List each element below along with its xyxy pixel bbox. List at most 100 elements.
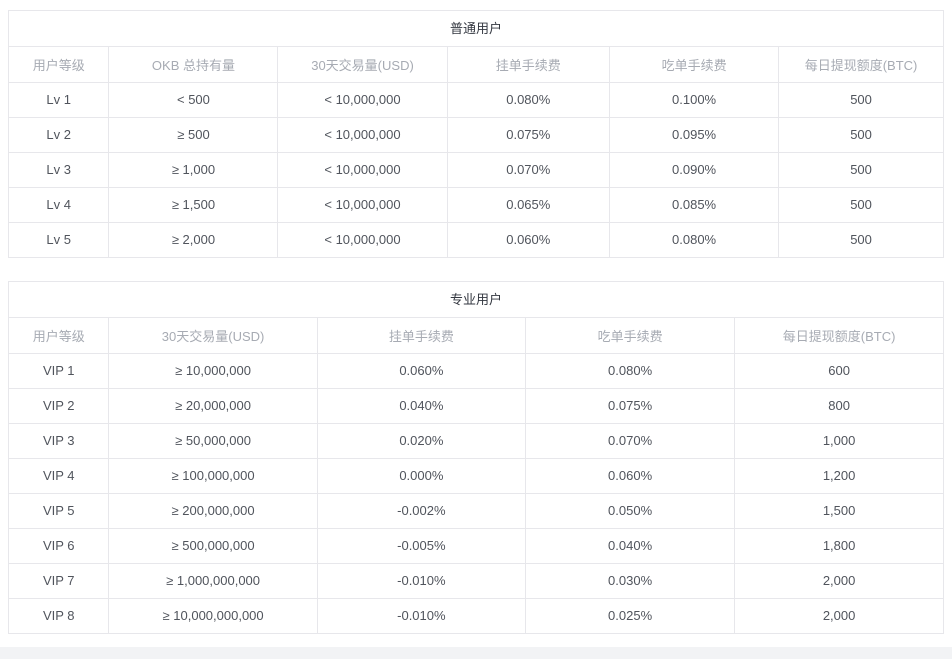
table-cell: -0.002%: [316, 492, 526, 528]
column-header: OKB 总持有量: [108, 47, 278, 82]
table-cell: 500: [778, 221, 943, 257]
table-title-normal-users: 普通用户: [9, 11, 943, 47]
table-cell: Lv 2: [9, 116, 109, 152]
table-cell: ≥ 2,000: [108, 221, 278, 257]
table-cell: ≥ 500: [108, 116, 278, 152]
table-cell: 0.040%: [524, 527, 735, 563]
table-cell: -0.005%: [316, 527, 526, 563]
table-row: VIP 5 ≥ 200,000,000 -0.002% 0.050% 1,500: [9, 492, 943, 528]
table-cell: VIP 4: [9, 457, 109, 493]
table-cell: ≥ 1,000: [108, 151, 278, 187]
table-cell: VIP 2: [9, 387, 109, 423]
normal-users-fee-table-section: 普通用户 用户等级 OKB 总持有量 30天交易量(USD) 挂单手续费 吃单手续费 每日…: [8, 10, 944, 258]
table-cell: 0.090%: [609, 151, 779, 187]
table-cell: ≥ 50,000,000: [108, 422, 318, 458]
table-cell: ≥ 500,000,000: [108, 527, 318, 563]
table-cell: < 500: [108, 81, 278, 117]
column-header: 30天交易量(USD): [277, 47, 448, 82]
table-cell: -0.010%: [316, 597, 526, 633]
table-cell: 500: [778, 116, 943, 152]
table-cell: 0.100%: [609, 81, 779, 117]
table-cell: ≥ 1,500: [108, 186, 278, 222]
table-row: VIP 6 ≥ 500,000,000 -0.005% 0.040% 1,800: [9, 527, 943, 563]
table-row: Lv 2 ≥ 500 < 10,000,000 0.075% 0.095% 500: [9, 116, 943, 152]
table-cell: ≥ 10,000,000: [108, 352, 318, 388]
table-cell: 500: [778, 151, 943, 187]
table-cell: Lv 3: [9, 151, 109, 187]
table-cell: 0.040%: [316, 387, 526, 423]
table-title-pro-users: 专业用户: [9, 282, 943, 318]
table-cell: 600: [734, 352, 943, 388]
table-cell: ≥ 20,000,000: [108, 387, 318, 423]
table-cell: < 10,000,000: [277, 186, 448, 222]
table-cell: 0.080%: [609, 221, 779, 257]
table-row: VIP 1 ≥ 10,000,000 0.060% 0.080% 600: [9, 352, 943, 388]
table-cell: Lv 4: [9, 186, 109, 222]
column-header: 30天交易量(USD): [108, 318, 318, 353]
table-cell: 0.030%: [524, 562, 735, 598]
table-cell: 1,000: [734, 422, 943, 458]
table-header-row: 用户等级 30天交易量(USD) 挂单手续费 吃单手续费 每日提现额度(BTC): [9, 318, 943, 353]
table-row: Lv 1 < 500 < 10,000,000 0.080% 0.100% 500: [9, 81, 943, 117]
column-header: 用户等级: [32, 57, 85, 73]
table-cell: 1,800: [734, 527, 943, 563]
table-cell: 0.075%: [524, 387, 735, 423]
table-row: Lv 3 ≥ 1,000 < 10,000,000 0.070% 0.090% 500: [9, 151, 943, 187]
table-cell: 0.075%: [446, 116, 610, 152]
column-header: 用户等级: [32, 328, 85, 344]
table-cell: 0.050%: [524, 492, 735, 528]
table-cell: 2,000: [734, 562, 943, 598]
column-header: 挂单手续费: [446, 47, 610, 82]
table-cell: Lv 5: [9, 221, 109, 257]
table-cell: 500: [778, 81, 943, 117]
table-cell: VIP 5: [9, 492, 109, 528]
table-cell: 500: [778, 186, 943, 222]
column-header: 每日提现额度(BTC): [734, 318, 943, 353]
table-cell: VIP 3: [9, 422, 109, 458]
table-cell: VIP 7: [9, 562, 109, 598]
table-cell: < 10,000,000: [277, 221, 448, 257]
table-header-row: 用户等级 OKB 总持有量 30天交易量(USD) 挂单手续费 吃单手续费 每日提现额度(…: [9, 47, 943, 82]
column-header: 每日提现额度(BTC): [778, 47, 943, 82]
table-cell: 0.060%: [316, 352, 526, 388]
normal-users-fee-table: 用户等级 OKB 总持有量 30天交易量(USD) 挂单手续费 吃单手续费 每日提现额度(…: [9, 47, 943, 257]
table-cell: ≥ 1,000,000,000: [108, 562, 318, 598]
pro-users-fee-table-section: 专业用户 用户等级 30天交易量(USD) 挂单手续费 吃单手续费 每日提现额度(BTC…: [8, 281, 944, 634]
table-row: Lv 5 ≥ 2,000 < 10,000,000 0.060% 0.080% 500: [9, 221, 943, 257]
table-cell: 0.060%: [446, 221, 610, 257]
page-bottom-strip: [0, 647, 952, 659]
table-cell: < 10,000,000: [277, 116, 448, 152]
column-header: 吃单手续费: [524, 318, 735, 353]
table-cell: 1,500: [734, 492, 943, 528]
table-cell: 800: [734, 387, 943, 423]
table-row: VIP 4 ≥ 100,000,000 0.000% 0.060% 1,200: [9, 457, 943, 493]
table-cell: 0.025%: [524, 597, 735, 633]
table-cell: VIP 6: [9, 527, 109, 563]
table-cell: < 10,000,000: [277, 151, 448, 187]
table-cell: 0.085%: [609, 186, 779, 222]
table-row: VIP 3 ≥ 50,000,000 0.020% 0.070% 1,000: [9, 422, 943, 458]
column-header: 挂单手续费: [316, 318, 526, 353]
table-cell: ≥ 200,000,000: [108, 492, 318, 528]
table-cell: ≥ 100,000,000: [108, 457, 318, 493]
table-cell: VIP 1: [9, 352, 109, 388]
table-cell: 0.080%: [524, 352, 735, 388]
table-cell: 0.020%: [316, 422, 526, 458]
table-row: Lv 4 ≥ 1,500 < 10,000,000 0.065% 0.085% 500: [9, 186, 943, 222]
table-cell: 0.070%: [524, 422, 735, 458]
table-row: VIP 2 ≥ 20,000,000 0.040% 0.075% 800: [9, 387, 943, 423]
table-cell: 0.065%: [446, 186, 610, 222]
table-cell: ≥ 10,000,000,000: [108, 597, 318, 633]
column-header: 吃单手续费: [609, 47, 779, 82]
table-cell: 0.000%: [316, 457, 526, 493]
pro-users-fee-table: 用户等级 30天交易量(USD) 挂单手续费 吃单手续费 每日提现额度(BTC) VIP…: [9, 318, 943, 633]
table-cell: 2,000: [734, 597, 943, 633]
table-row: VIP 8 ≥ 10,000,000,000 -0.010% 0.025% 2,000: [9, 597, 943, 633]
table-cell: 0.080%: [446, 81, 610, 117]
table-cell: VIP 8: [9, 597, 109, 633]
table-cell: 0.060%: [524, 457, 735, 493]
table-cell: 1,200: [734, 457, 943, 493]
table-cell: < 10,000,000: [277, 81, 448, 117]
table-cell: 0.095%: [609, 116, 779, 152]
